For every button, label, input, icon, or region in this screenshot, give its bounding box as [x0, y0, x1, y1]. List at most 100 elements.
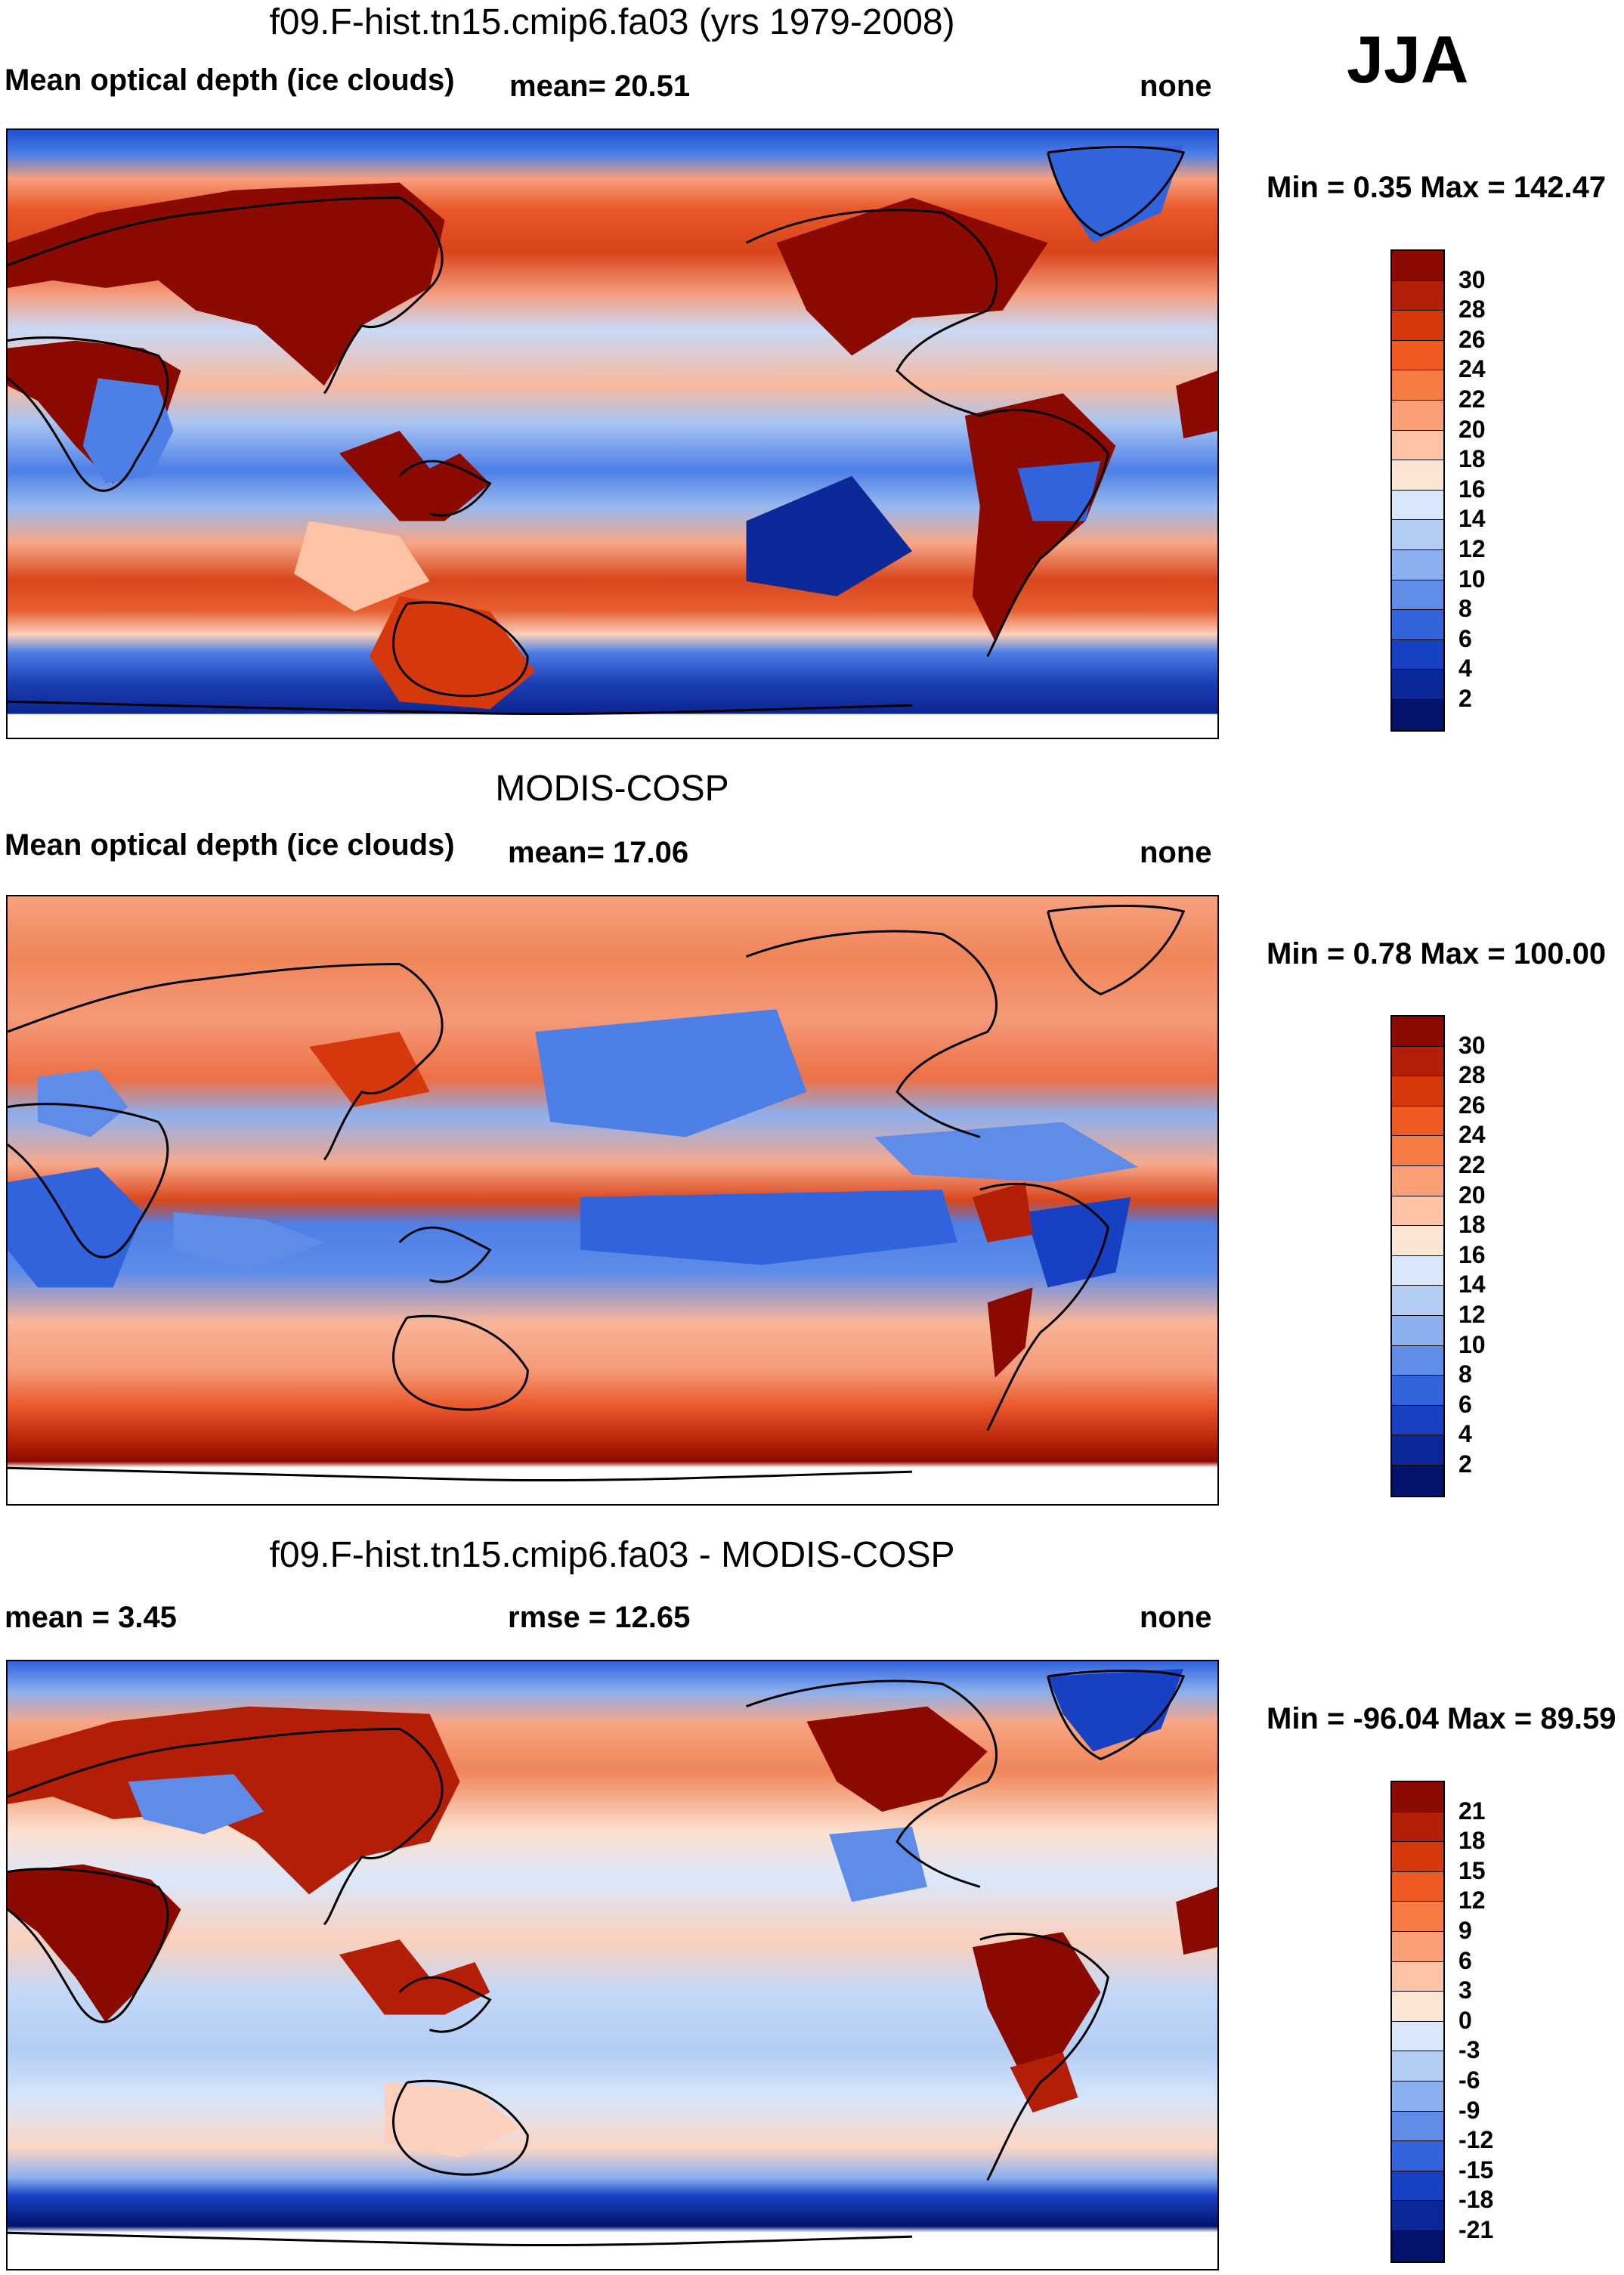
panel-3-mean-label: mean = 3.45: [5, 1601, 177, 1634]
panel-3-minmax-label: Min = -96.04 Max = 89.59: [1267, 1702, 1616, 1735]
colorbar-swatch: [1392, 1812, 1443, 1843]
colorbar-swatch: [1392, 400, 1443, 431]
colorbar-tick-label: 20: [1459, 1181, 1486, 1209]
colorbar-tick-label: 8: [1459, 595, 1472, 623]
colorbar-swatch: [1392, 2141, 1443, 2171]
colorbar-tick-label: 15: [1459, 1856, 1486, 1884]
colorbar-swatch: [1392, 460, 1443, 491]
colorbar-swatch: [1392, 1435, 1443, 1466]
colorbar-tick-label: 6: [1459, 624, 1472, 652]
panel-1-map: [6, 128, 1219, 739]
panel-2-map-svg: [8, 896, 1217, 1504]
panel-3-rmse-label: rmse = 12.65: [508, 1601, 691, 1634]
colorbar-swatch: [1392, 2171, 1443, 2202]
colorbar-swatch: [1392, 1017, 1443, 1047]
colorbar-tick-label: 24: [1459, 1121, 1486, 1149]
colorbar-swatch: [1392, 1106, 1443, 1137]
colorbar-swatch: [1392, 2230, 1443, 2261]
panel-1-colorbar-segments: [1392, 251, 1443, 730]
colorbar-tick-label: -3: [1459, 2036, 1480, 2064]
colorbar-swatch: [1392, 1046, 1443, 1077]
colorbar-tick-label: 22: [1459, 385, 1486, 413]
colorbar-swatch: [1392, 251, 1443, 281]
colorbar-tick-label: 16: [1459, 1240, 1486, 1268]
colorbar-tick-label: -18: [1459, 2186, 1494, 2214]
colorbar-tick-label: 14: [1459, 505, 1486, 533]
colorbar-swatch: [1392, 1871, 1443, 1902]
colorbar-tick-label: 10: [1459, 1330, 1486, 1358]
panel-2-map: [6, 895, 1219, 1506]
colorbar-tick-label: 0: [1459, 2006, 1472, 2034]
colorbar-swatch: [1392, 1992, 1443, 2022]
colorbar-swatch: [1392, 1465, 1443, 1496]
panel-3-colorbar-segments: [1392, 1782, 1443, 2261]
panel-3-units-label: none: [1140, 1601, 1212, 1634]
colorbar-tick-label: 24: [1459, 355, 1486, 383]
colorbar-tick-label: -21: [1459, 2216, 1494, 2243]
colorbar-tick-label: 12: [1459, 1301, 1486, 1328]
panel-2-variable-label: Mean optical depth (ice clouds): [5, 828, 455, 862]
colorbar-swatch: [1392, 1782, 1443, 1812]
season-label: JJA: [1347, 22, 1469, 97]
panel-1-title: f09.F-hist.tn15.cmip6.fa03 (yrs 1979-200…: [269, 2, 955, 42]
colorbar-tick-label: 22: [1459, 1151, 1486, 1178]
panel-2-mean-label: mean= 17.06: [508, 836, 689, 869]
colorbar-swatch: [1392, 311, 1443, 341]
colorbar-tick-label: 18: [1459, 445, 1486, 473]
colorbar-swatch: [1392, 520, 1443, 550]
colorbar-tick-label: 2: [1459, 685, 1472, 712]
panel-2-colorbar: [1390, 1015, 1445, 1497]
panel-1-minmax-label: Min = 0.35 Max = 142.47: [1267, 171, 1607, 204]
panel-1-mean-label: mean= 20.51: [509, 70, 691, 103]
panel-2-colorbar-segments: [1392, 1017, 1443, 1496]
panel-2-units-label: none: [1140, 836, 1212, 869]
colorbar-swatch: [1392, 1405, 1443, 1436]
colorbar-tick-label: 3: [1459, 1976, 1472, 2004]
colorbar-swatch: [1392, 670, 1443, 700]
colorbar-swatch: [1392, 2111, 1443, 2142]
colorbar-tick-label: 26: [1459, 325, 1486, 353]
colorbar-swatch: [1392, 1961, 1443, 1992]
panel-1-colorbar: [1390, 249, 1445, 732]
colorbar-tick-label: 28: [1459, 296, 1486, 323]
colorbar-swatch: [1392, 1165, 1443, 1196]
colorbar-swatch: [1392, 1931, 1443, 1962]
colorbar-tick-label: 20: [1459, 415, 1486, 443]
colorbar-tick-label: -6: [1459, 2066, 1480, 2094]
colorbar-swatch: [1392, 1286, 1443, 1316]
colorbar-tick-label: -9: [1459, 2096, 1480, 2124]
colorbar-tick-label: 18: [1459, 1211, 1486, 1239]
colorbar-swatch: [1392, 2021, 1443, 2052]
colorbar-swatch: [1392, 639, 1443, 670]
colorbar-swatch: [1392, 370, 1443, 401]
colorbar-swatch: [1392, 1376, 1443, 1406]
colorbar-tick-label: 2: [1459, 1450, 1472, 1478]
panel-3-map: [6, 1660, 1219, 2270]
panel-1-map-svg: [8, 130, 1217, 738]
colorbar-tick-label: 28: [1459, 1061, 1486, 1089]
colorbar-tick-label: 18: [1459, 1827, 1486, 1855]
colorbar-tick-label: 10: [1459, 565, 1486, 593]
colorbar-swatch: [1392, 490, 1443, 521]
colorbar-swatch: [1392, 1136, 1443, 1166]
colorbar-swatch: [1392, 1226, 1443, 1256]
panel-3-map-svg: [8, 1661, 1217, 2269]
colorbar-tick-label: 21: [1459, 1797, 1486, 1825]
panel-3-colorbar: [1390, 1781, 1445, 2263]
colorbar-tick-label: 26: [1459, 1091, 1486, 1119]
colorbar-swatch: [1392, 1196, 1443, 1227]
colorbar-tick-label: 6: [1459, 1390, 1472, 1418]
colorbar-swatch: [1392, 280, 1443, 311]
colorbar-tick-label: 14: [1459, 1271, 1486, 1298]
colorbar-swatch: [1392, 340, 1443, 371]
colorbar-tick-label: 12: [1459, 535, 1486, 562]
panel-1-variable-label: Mean optical depth (ice clouds): [5, 63, 455, 97]
panel-1-units-label: none: [1140, 70, 1212, 103]
colorbar-swatch: [1392, 580, 1443, 611]
colorbar-swatch: [1392, 610, 1443, 640]
colorbar-swatch: [1392, 2201, 1443, 2231]
colorbar-swatch: [1392, 1345, 1443, 1376]
colorbar-swatch: [1392, 1842, 1443, 1872]
colorbar-swatch: [1392, 2051, 1443, 2082]
panel-2-title: MODIS-COSP: [495, 769, 729, 809]
